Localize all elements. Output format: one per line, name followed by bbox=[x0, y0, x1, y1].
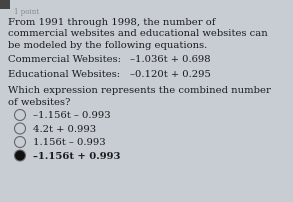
Text: Educational Websites:: Educational Websites: bbox=[8, 70, 120, 79]
Text: –1.156t – 0.993: –1.156t – 0.993 bbox=[33, 111, 111, 120]
Text: 1.156t – 0.993: 1.156t – 0.993 bbox=[33, 138, 105, 147]
Text: Commercial Websites:: Commercial Websites: bbox=[8, 55, 121, 64]
Text: commercial websites and educational websites can: commercial websites and educational webs… bbox=[8, 29, 268, 38]
Bar bbox=[0, 0, 10, 10]
Text: From 1991 through 1998, the number of: From 1991 through 1998, the number of bbox=[8, 18, 215, 27]
Text: –0.120t + 0.295: –0.120t + 0.295 bbox=[130, 70, 211, 79]
Text: be modeled by the following equations.: be modeled by the following equations. bbox=[8, 41, 207, 50]
Text: –1.156t + 0.993: –1.156t + 0.993 bbox=[33, 151, 120, 160]
Text: 1 point: 1 point bbox=[14, 8, 39, 16]
Text: 4.2t + 0.993: 4.2t + 0.993 bbox=[33, 124, 96, 133]
Text: of websites?: of websites? bbox=[8, 98, 70, 106]
Text: Which expression represents the combined number: Which expression represents the combined… bbox=[8, 86, 271, 95]
Circle shape bbox=[14, 150, 25, 161]
Text: –1.036t + 0.698: –1.036t + 0.698 bbox=[130, 55, 211, 64]
